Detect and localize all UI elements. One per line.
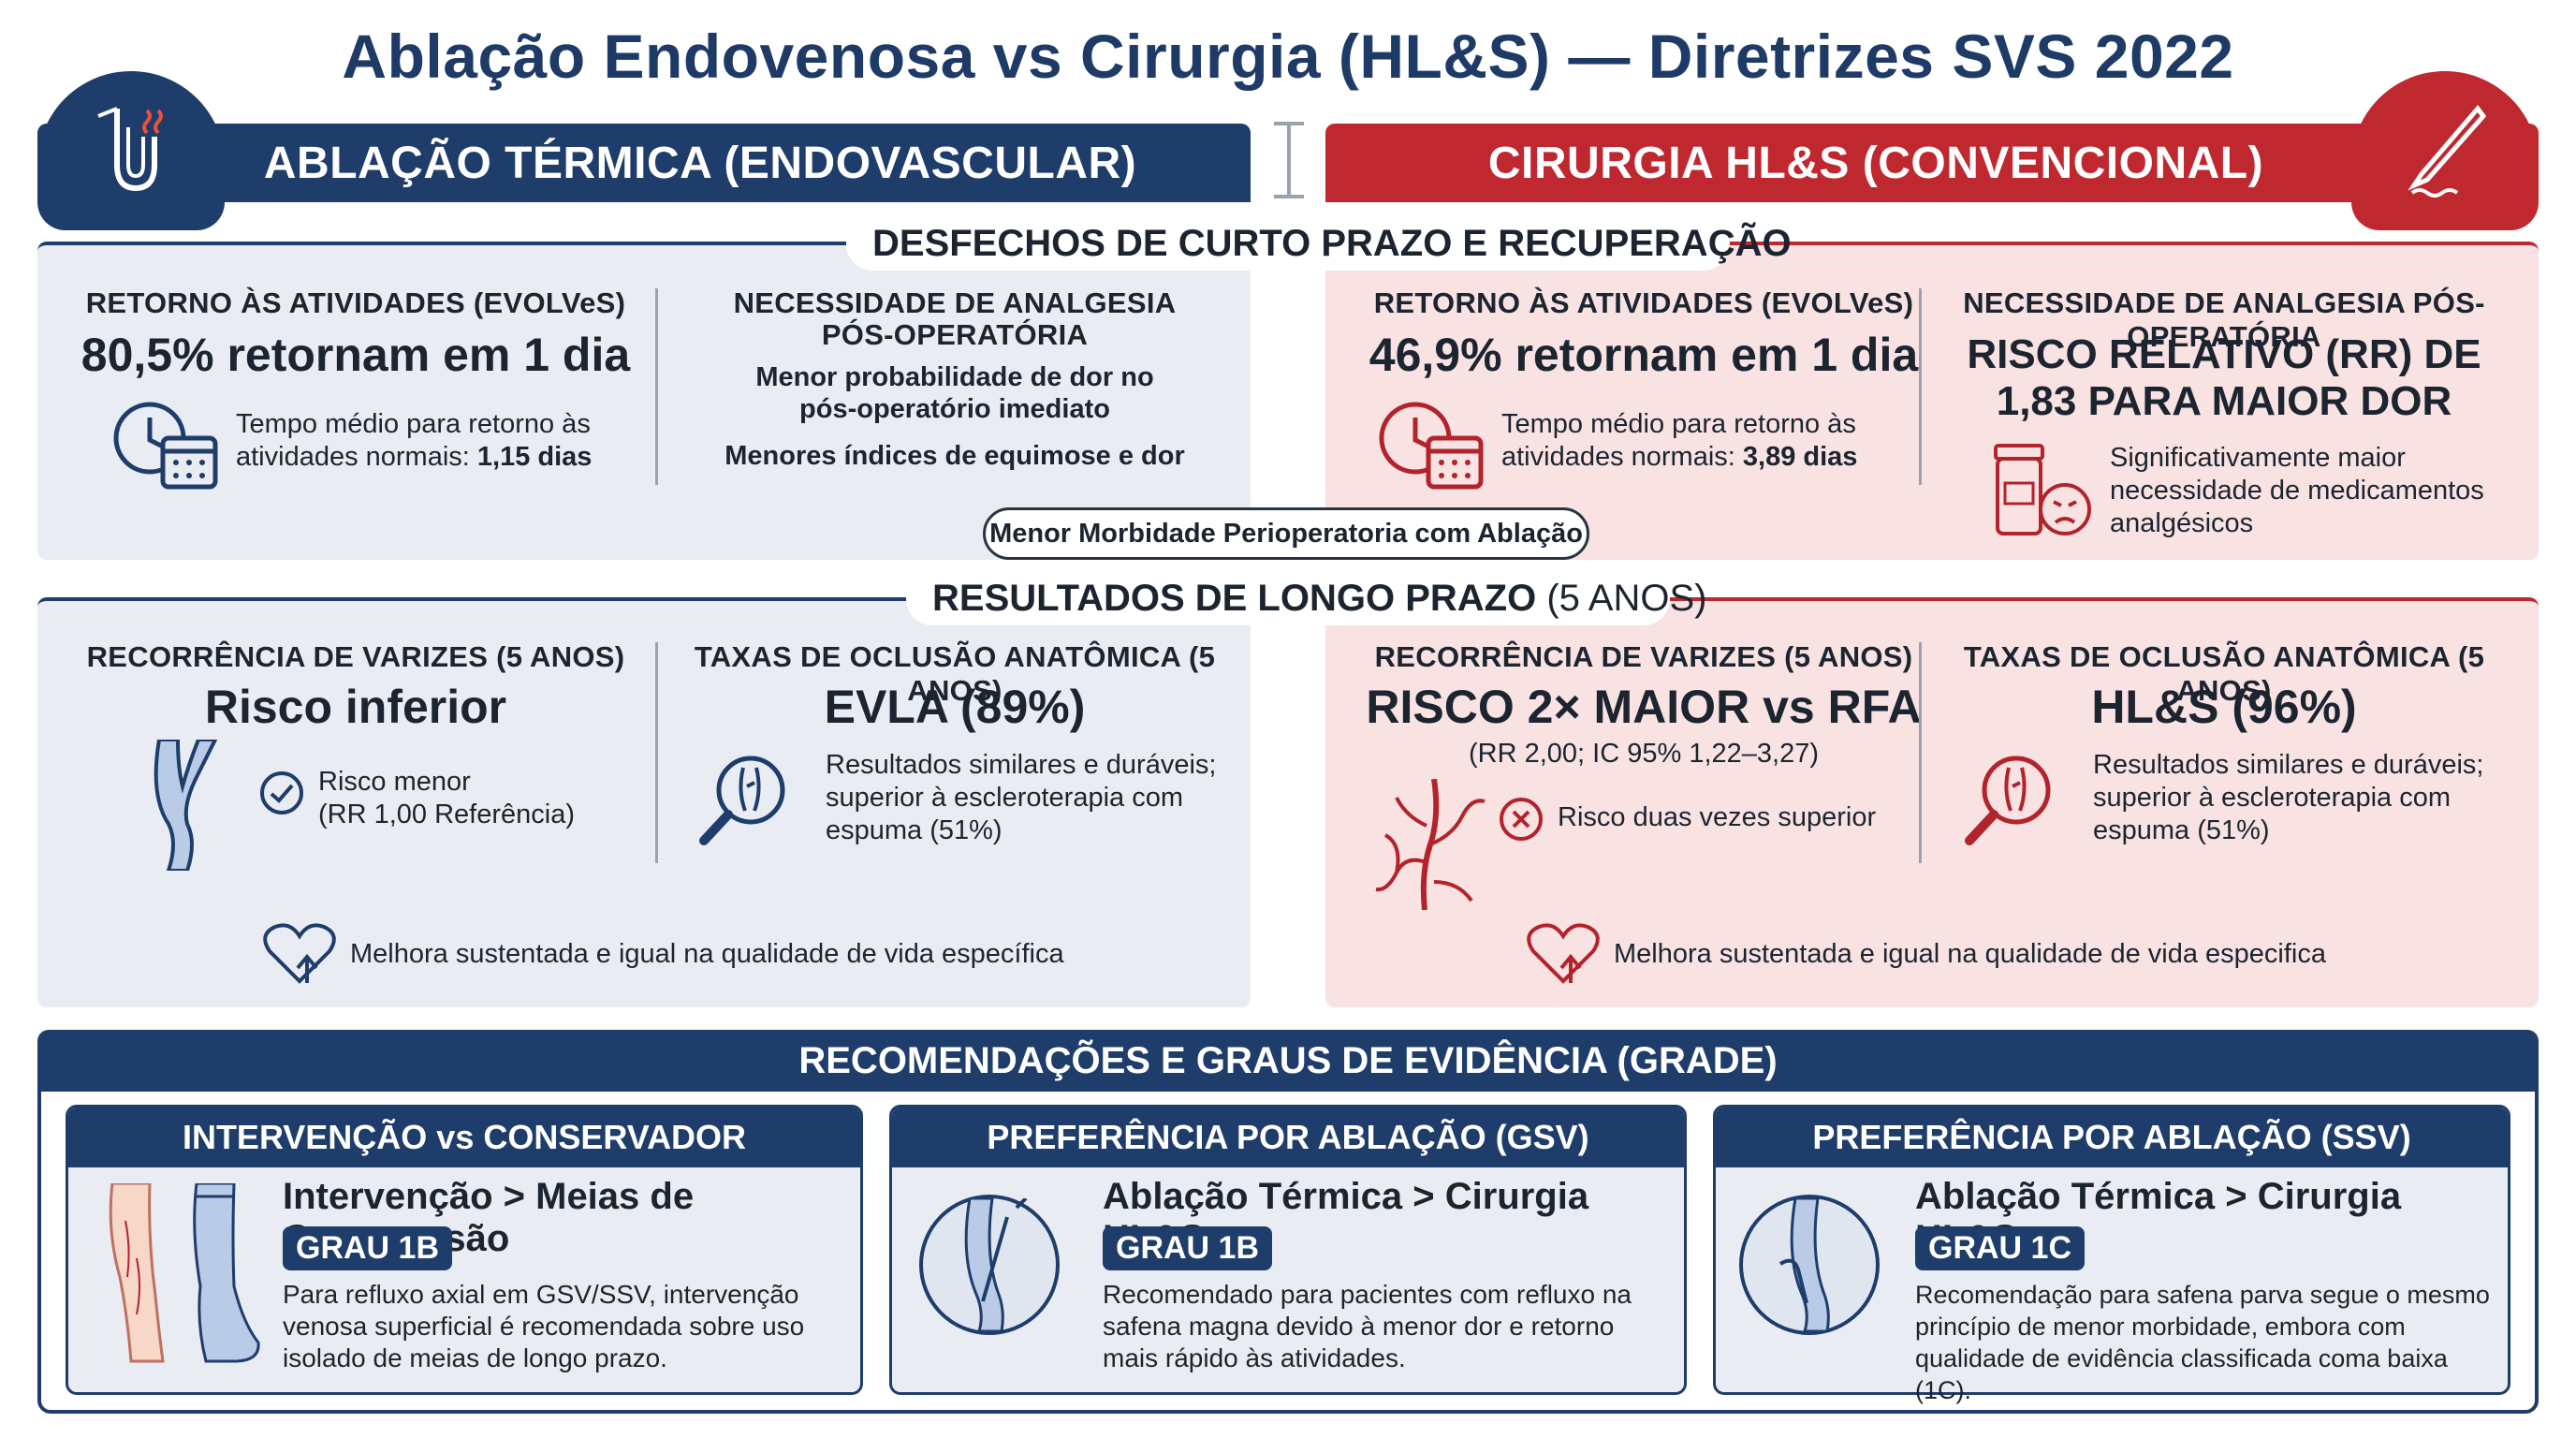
vein-icon — [140, 738, 234, 875]
magnifier-vein-icon — [1958, 749, 2061, 857]
x-circle-icon — [1498, 796, 1544, 847]
recurrence-value: RISCO 2× MAIOR vs RFA — [1366, 681, 1922, 733]
qol-text: Melhora sustentada e igual na qualidade … — [1614, 939, 2326, 969]
occlusion-note-line: espuma (51%) — [2093, 815, 2270, 845]
ablation-catheter-icon — [37, 71, 225, 230]
recurrence-note-line: Risco menor — [318, 767, 471, 797]
analgesia-note: Significativamente maior necessidade de … — [2110, 442, 2522, 540]
return-note-value: 1,15 dias — [476, 442, 593, 472]
analgesia-label-line1: NECESSIDADE DE ANALGESIA — [733, 286, 1177, 319]
section-label-short-term: DESFECHOS DE CURTO PRAZO E RECUPERAÇÃO — [846, 217, 1792, 271]
leg-stocking-icon — [94, 1181, 262, 1375]
analgesia-note-line: analgésicos — [2110, 508, 2254, 538]
analgesia-line2: pós-operatório imediato — [799, 394, 1110, 424]
return-note-text: Tempo médio para retorno às atividades n… — [236, 409, 591, 472]
recurrence-label: RECORRÊNCIA DE VARIZES (5 ANOS) — [1374, 640, 1913, 673]
card-text-line: princípio de menor morbidade, embora com — [1915, 1313, 2406, 1341]
header-thermal-ablation: ABLAÇÃO TÉRMICA (ENDOVASCULAR) — [37, 124, 1251, 202]
return-note-value: 3,89 dias — [1742, 442, 1858, 472]
recommendation-card: PREFERÊNCIA POR ABLAÇÃO (GSV) — [889, 1105, 1687, 1395]
long-term-panel-ablation — [37, 597, 1251, 1007]
catheter-vein-icon — [919, 1195, 1060, 1335]
analgesia-line3: Menores índices de equimose e dor — [724, 441, 1185, 471]
section-label-light: (5 ANOS) — [1536, 578, 1707, 619]
occlusion-note-line: superior à escleroterapia com — [2093, 783, 2452, 813]
section-label-long-term: RESULTADOS DE LONGO PRAZO (5 ANOS) — [906, 572, 1706, 625]
morbidity-pill: Menor Morbidade Perioperatoria com Ablaç… — [983, 507, 1589, 560]
occlusion-note-line: superior à escleroterapia com — [826, 783, 1184, 813]
recurrence-note: Risco duas vezes superior — [1558, 802, 1877, 832]
occlusion-value: EVLA (89%) — [824, 681, 1086, 733]
divider — [655, 642, 658, 863]
heart-up-icon — [262, 921, 337, 991]
heart-up-icon — [1526, 921, 1601, 991]
occlusion-note-line: Resultados similares e duráveis; — [2093, 750, 2484, 780]
return-label: RETORNO ÀS ATIVIDADES (EVOLVeS) — [85, 286, 626, 319]
card-head: PREFERÊNCIA POR ABLAÇÃO (SSV) — [1716, 1108, 2508, 1167]
catheter-vein-icon — [1739, 1195, 1880, 1335]
grade-badge: GRAU 1B — [1103, 1226, 1273, 1270]
card-text-line: Para refluxo axial em GSV/SSV, intervenç… — [283, 1280, 799, 1309]
short-term-panel-surgery — [1325, 242, 2539, 560]
return-note: Tempo médio para retorno às atividades n… — [236, 408, 629, 474]
divider — [1919, 288, 1922, 485]
occlusion-note-line: espuma (51%) — [826, 815, 1003, 845]
card-text-line: Recomendação para safena parva segue o m… — [1915, 1281, 2490, 1309]
magnifier-vein-icon — [693, 749, 796, 857]
card-text-line: mais rápido às atividades. — [1103, 1343, 1406, 1372]
varicose-vein-icon — [1368, 778, 1490, 915]
analgesia-label-line2: PÓS-OPERATÓRIA — [821, 318, 1089, 351]
return-value: 80,5% retornam em 1 dia — [80, 329, 631, 381]
recurrence-value: Risco inferior — [204, 681, 507, 733]
return-note: Tempo médio para retorno às atividades n… — [1501, 408, 1895, 474]
check-circle-icon — [258, 770, 305, 821]
short-term-panel-ablation — [37, 242, 1251, 560]
analgesia-rr-line1: RISCO RELATIVO (RR) DE — [1967, 331, 2481, 377]
grade-badge: GRAU 1B — [283, 1226, 453, 1270]
clock-calendar-icon — [1376, 397, 1488, 495]
recurrence-note: Risco menor (RR 1,00 Referência) — [318, 766, 637, 831]
recommendations-header: RECOMENDAÇÕES E GRAUS DE EVIDÊNCIA (GRAD… — [37, 1030, 2539, 1092]
card-text: Recomendado para pacientes com refluxo n… — [1103, 1279, 1674, 1374]
card-text-line: isolado de meias de longo prazo. — [283, 1343, 667, 1372]
clock-calendar-icon — [110, 397, 223, 495]
card-text-line: safena magna devido à menor dor e retorn… — [1103, 1312, 1615, 1341]
analgesia-rr-line2: 1,83 PARA MAIOR DOR — [1996, 378, 2452, 424]
recurrence-label: RECORRÊNCIA DE VARIZES (5 ANOS) — [86, 640, 625, 673]
occlusion-note-line: Resultados similares e duráveis; — [826, 750, 1217, 780]
recurrence-note-line: (RR 1,00 Referência) — [318, 800, 575, 829]
analgesia-label: NECESSIDADE DE ANALGESIA PÓS-OPERATÓRIA — [1963, 286, 2485, 353]
scalpel-icon — [2351, 71, 2539, 230]
card-text: Para refluxo axial em GSV/SSV, intervenç… — [283, 1279, 844, 1374]
header-surgery-hls: CIRURGIA HL&S (CONVENCIONAL) — [1325, 124, 2539, 202]
divider — [1287, 124, 1291, 198]
occlusion-note: Resultados similares e duráveis; superio… — [2093, 749, 2524, 847]
divider — [1919, 642, 1922, 863]
card-text-line: venosa superficial é recomendada sobre u… — [283, 1312, 805, 1341]
grade-badge: GRAU 1C — [1915, 1226, 2086, 1270]
pill-bottle-pain-icon — [1990, 440, 2093, 548]
occlusion-note: Resultados similares e duráveis; superio… — [826, 749, 1237, 847]
occlusion-label: TAXAS DE OCLUSÃO ANATÔMICA (5 ANOS) — [694, 640, 1216, 707]
card-text-line: Recomendado para pacientes com refluxo n… — [1103, 1280, 1632, 1309]
divider — [655, 288, 658, 485]
section-label-bold: RESULTADOS DE LONGO PRAZO — [932, 578, 1537, 619]
page-title: Ablação Endovenosa vs Cirurgia (HL&S) — … — [342, 22, 2234, 91]
recurrence-sub: (RR 2,00; IC 95% 1,22–3,27) — [1469, 739, 1819, 769]
analgesia-line1: Menor probabilidade de dor no — [755, 362, 1154, 392]
return-label: RETORNO ÀS ATIVIDADES (EVOLVeS) — [1373, 286, 1914, 319]
analgesia-note-line: necessidade de medicamentos — [2110, 476, 2484, 506]
return-note-text: Tempo médio para retorno às atividades n… — [1501, 409, 1856, 472]
analgesia-note-line: Significativamente maior — [2110, 443, 2406, 473]
occlusion-label: TAXAS DE OCLUSÃO ANATÔMICA (5 ANOS) — [1963, 640, 2485, 707]
occlusion-value: HL&S (96%) — [2091, 681, 2357, 733]
card-text: Recomendação para safena parva segue o m… — [1915, 1279, 2510, 1406]
divider — [1274, 195, 1304, 198]
return-value: 46,9% retornam em 1 dia — [1368, 329, 1919, 381]
card-head: INTERVENÇÃO vs CONSERVADOR — [68, 1108, 860, 1167]
card-head: PREFERÊNCIA POR ABLAÇÃO (GSV) — [892, 1108, 1684, 1167]
card-text-line: qualidade de evidência classificada coma… — [1915, 1344, 2448, 1404]
qol-text: Melhora sustentada e igual na qualidade … — [350, 939, 1064, 969]
